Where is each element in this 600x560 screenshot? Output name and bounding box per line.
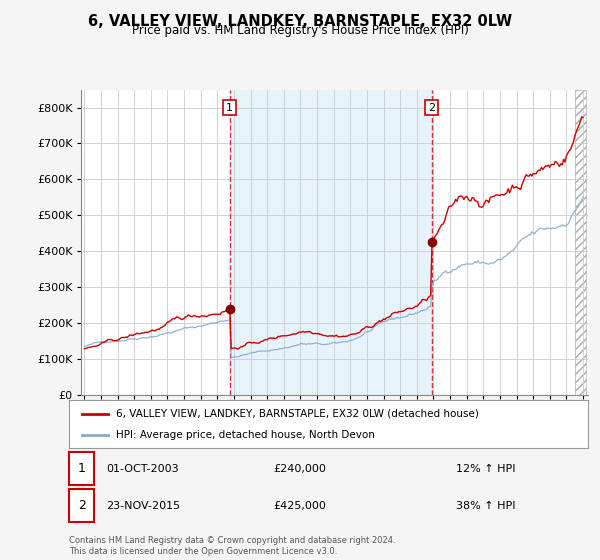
Text: 6, VALLEY VIEW, LANDKEY, BARNSTAPLE, EX32 0LW (detached house): 6, VALLEY VIEW, LANDKEY, BARNSTAPLE, EX3… <box>116 409 479 419</box>
Text: HPI: Average price, detached house, North Devon: HPI: Average price, detached house, Nort… <box>116 430 374 440</box>
Text: 1: 1 <box>226 102 233 113</box>
Text: £240,000: £240,000 <box>274 464 326 474</box>
Text: 2: 2 <box>77 499 86 512</box>
Text: 12% ↑ HPI: 12% ↑ HPI <box>456 464 515 474</box>
Text: Contains HM Land Registry data © Crown copyright and database right 2024.
This d: Contains HM Land Registry data © Crown c… <box>69 536 395 556</box>
Text: £425,000: £425,000 <box>274 501 326 511</box>
Bar <box>575 90 586 395</box>
Text: 6, VALLEY VIEW, LANDKEY, BARNSTAPLE, EX32 0LW: 6, VALLEY VIEW, LANDKEY, BARNSTAPLE, EX3… <box>88 14 512 29</box>
Text: 1: 1 <box>77 462 86 475</box>
Text: 2: 2 <box>428 102 436 113</box>
Text: Price paid vs. HM Land Registry's House Price Index (HPI): Price paid vs. HM Land Registry's House … <box>131 24 469 37</box>
Text: 23-NOV-2015: 23-NOV-2015 <box>106 501 181 511</box>
Text: 38% ↑ HPI: 38% ↑ HPI <box>456 501 515 511</box>
Text: 01-OCT-2003: 01-OCT-2003 <box>106 464 179 474</box>
Bar <box>230 90 432 395</box>
